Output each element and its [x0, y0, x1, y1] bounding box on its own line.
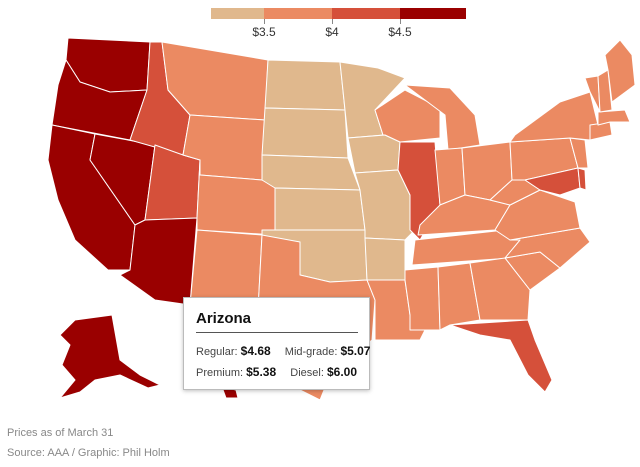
state-new-hampshire[interactable] [597, 69, 613, 113]
state-michigan[interactable] [404, 84, 481, 151]
state-arkansas[interactable] [364, 237, 406, 281]
state-south-dakota[interactable] [261, 107, 349, 159]
state-alaska[interactable] [59, 314, 161, 399]
legend-swatch-3 [332, 8, 400, 19]
legend-tick-1 [264, 19, 265, 24]
legend-swatch-4 [400, 8, 466, 19]
price-date-note: Prices as of March 31 [7, 427, 114, 439]
state-alabama[interactable] [437, 262, 481, 331]
state-tooltip: Arizona Regular: $4.68 Mid-grade: $5.07 … [183, 297, 370, 390]
state-nebraska[interactable] [261, 154, 361, 191]
premium-label: Premium: [196, 367, 244, 379]
state-north-carolina[interactable] [504, 227, 591, 269]
diesel-label: Diesel: [290, 367, 324, 379]
state-north-dakota[interactable] [264, 59, 346, 111]
state-maryland[interactable] [524, 167, 581, 196]
midgrade-label: Mid-grade: [284, 346, 338, 358]
legend-swatch-2 [264, 8, 332, 19]
legend-tick-label-3: $4.5 [388, 25, 412, 39]
state-delaware[interactable] [577, 167, 587, 191]
source-credit: Source: AAA / Graphic: Phil Holm [7, 447, 170, 459]
diesel-value: $6.00 [326, 365, 357, 379]
tooltip-row-1: Regular: $4.68 Mid-grade: $5.07 [196, 344, 370, 358]
legend-tick-3 [400, 19, 401, 24]
legend-tick-label-2: $4 [325, 25, 339, 39]
midgrade-value: $5.07 [340, 344, 371, 358]
legend-swatch-1 [211, 8, 264, 19]
state-maine[interactable] [604, 39, 636, 103]
legend-tick-label-1: $3.5 [252, 25, 276, 39]
premium-value: $5.38 [246, 365, 277, 379]
state-iowa[interactable] [347, 134, 401, 174]
state-wisconsin[interactable] [374, 89, 441, 143]
map-svg [47, 37, 636, 401]
state-arizona[interactable] [119, 217, 198, 306]
price-legend: $3.5 $4 $4.5 [211, 8, 466, 39]
state-mississippi[interactable] [404, 266, 441, 331]
tooltip-state-name: Arizona [196, 310, 252, 327]
regular-label: Regular: [196, 346, 238, 358]
tooltip-divider [196, 332, 358, 333]
state-new-york[interactable] [509, 91, 599, 143]
state-massachusetts[interactable] [597, 109, 631, 126]
legend-tick-2 [332, 19, 333, 24]
state-florida[interactable] [449, 319, 553, 393]
state-georgia[interactable] [469, 257, 531, 321]
state-kansas[interactable] [274, 187, 366, 231]
us-gas-price-map [0, 30, 640, 410]
tooltip-row-2: Premium: $5.38 Diesel: $6.00 [196, 365, 357, 379]
regular-value: $4.68 [240, 344, 271, 358]
